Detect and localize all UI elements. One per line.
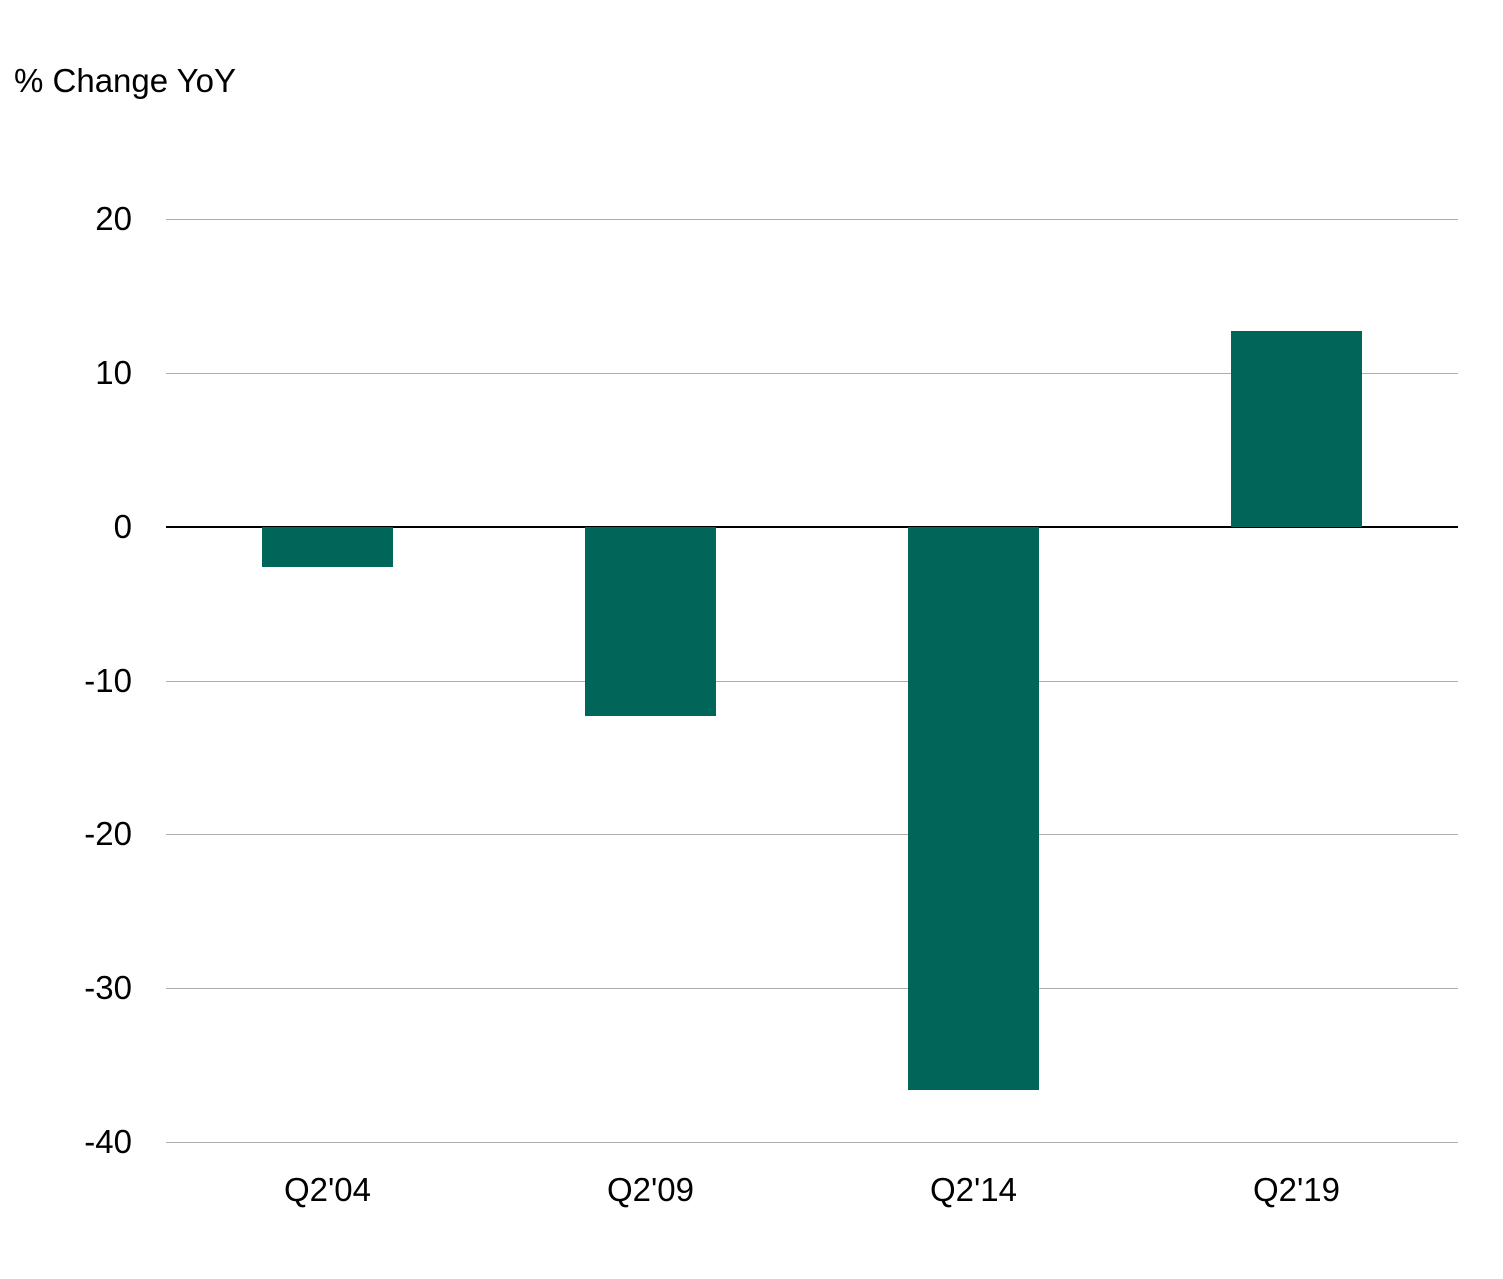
chart-title: % Change YoY xyxy=(14,62,237,99)
y-tick-label: -20 xyxy=(84,815,132,853)
y-tick-label: -30 xyxy=(84,969,132,1007)
x-tick-label: Q2'19 xyxy=(1252,1171,1341,1208)
bar-q2-14 xyxy=(908,526,1039,1090)
x-tick-label: Q2'14 xyxy=(929,1171,1018,1208)
gridline xyxy=(166,219,1458,220)
zero-axis-line xyxy=(166,525,1458,528)
y-tick-label: 10 xyxy=(95,353,132,391)
bar-q2-04 xyxy=(262,526,393,567)
gridline xyxy=(166,988,1458,990)
gridline xyxy=(166,834,1458,836)
plot-area xyxy=(166,219,1458,1143)
gridline xyxy=(166,1142,1458,1143)
y-tick-label: 20 xyxy=(95,200,132,237)
bar-q2-09 xyxy=(585,526,716,716)
y-tick-label: -10 xyxy=(84,661,132,699)
gridline xyxy=(166,680,1458,682)
y-tick-label: 0 xyxy=(113,507,132,545)
y-tick-label: -40 xyxy=(84,1123,132,1160)
gridline xyxy=(166,372,1458,374)
x-tick-label: Q2'09 xyxy=(606,1171,695,1208)
x-tick-label: Q2'04 xyxy=(283,1171,372,1208)
bar-q2-19 xyxy=(1231,331,1362,527)
